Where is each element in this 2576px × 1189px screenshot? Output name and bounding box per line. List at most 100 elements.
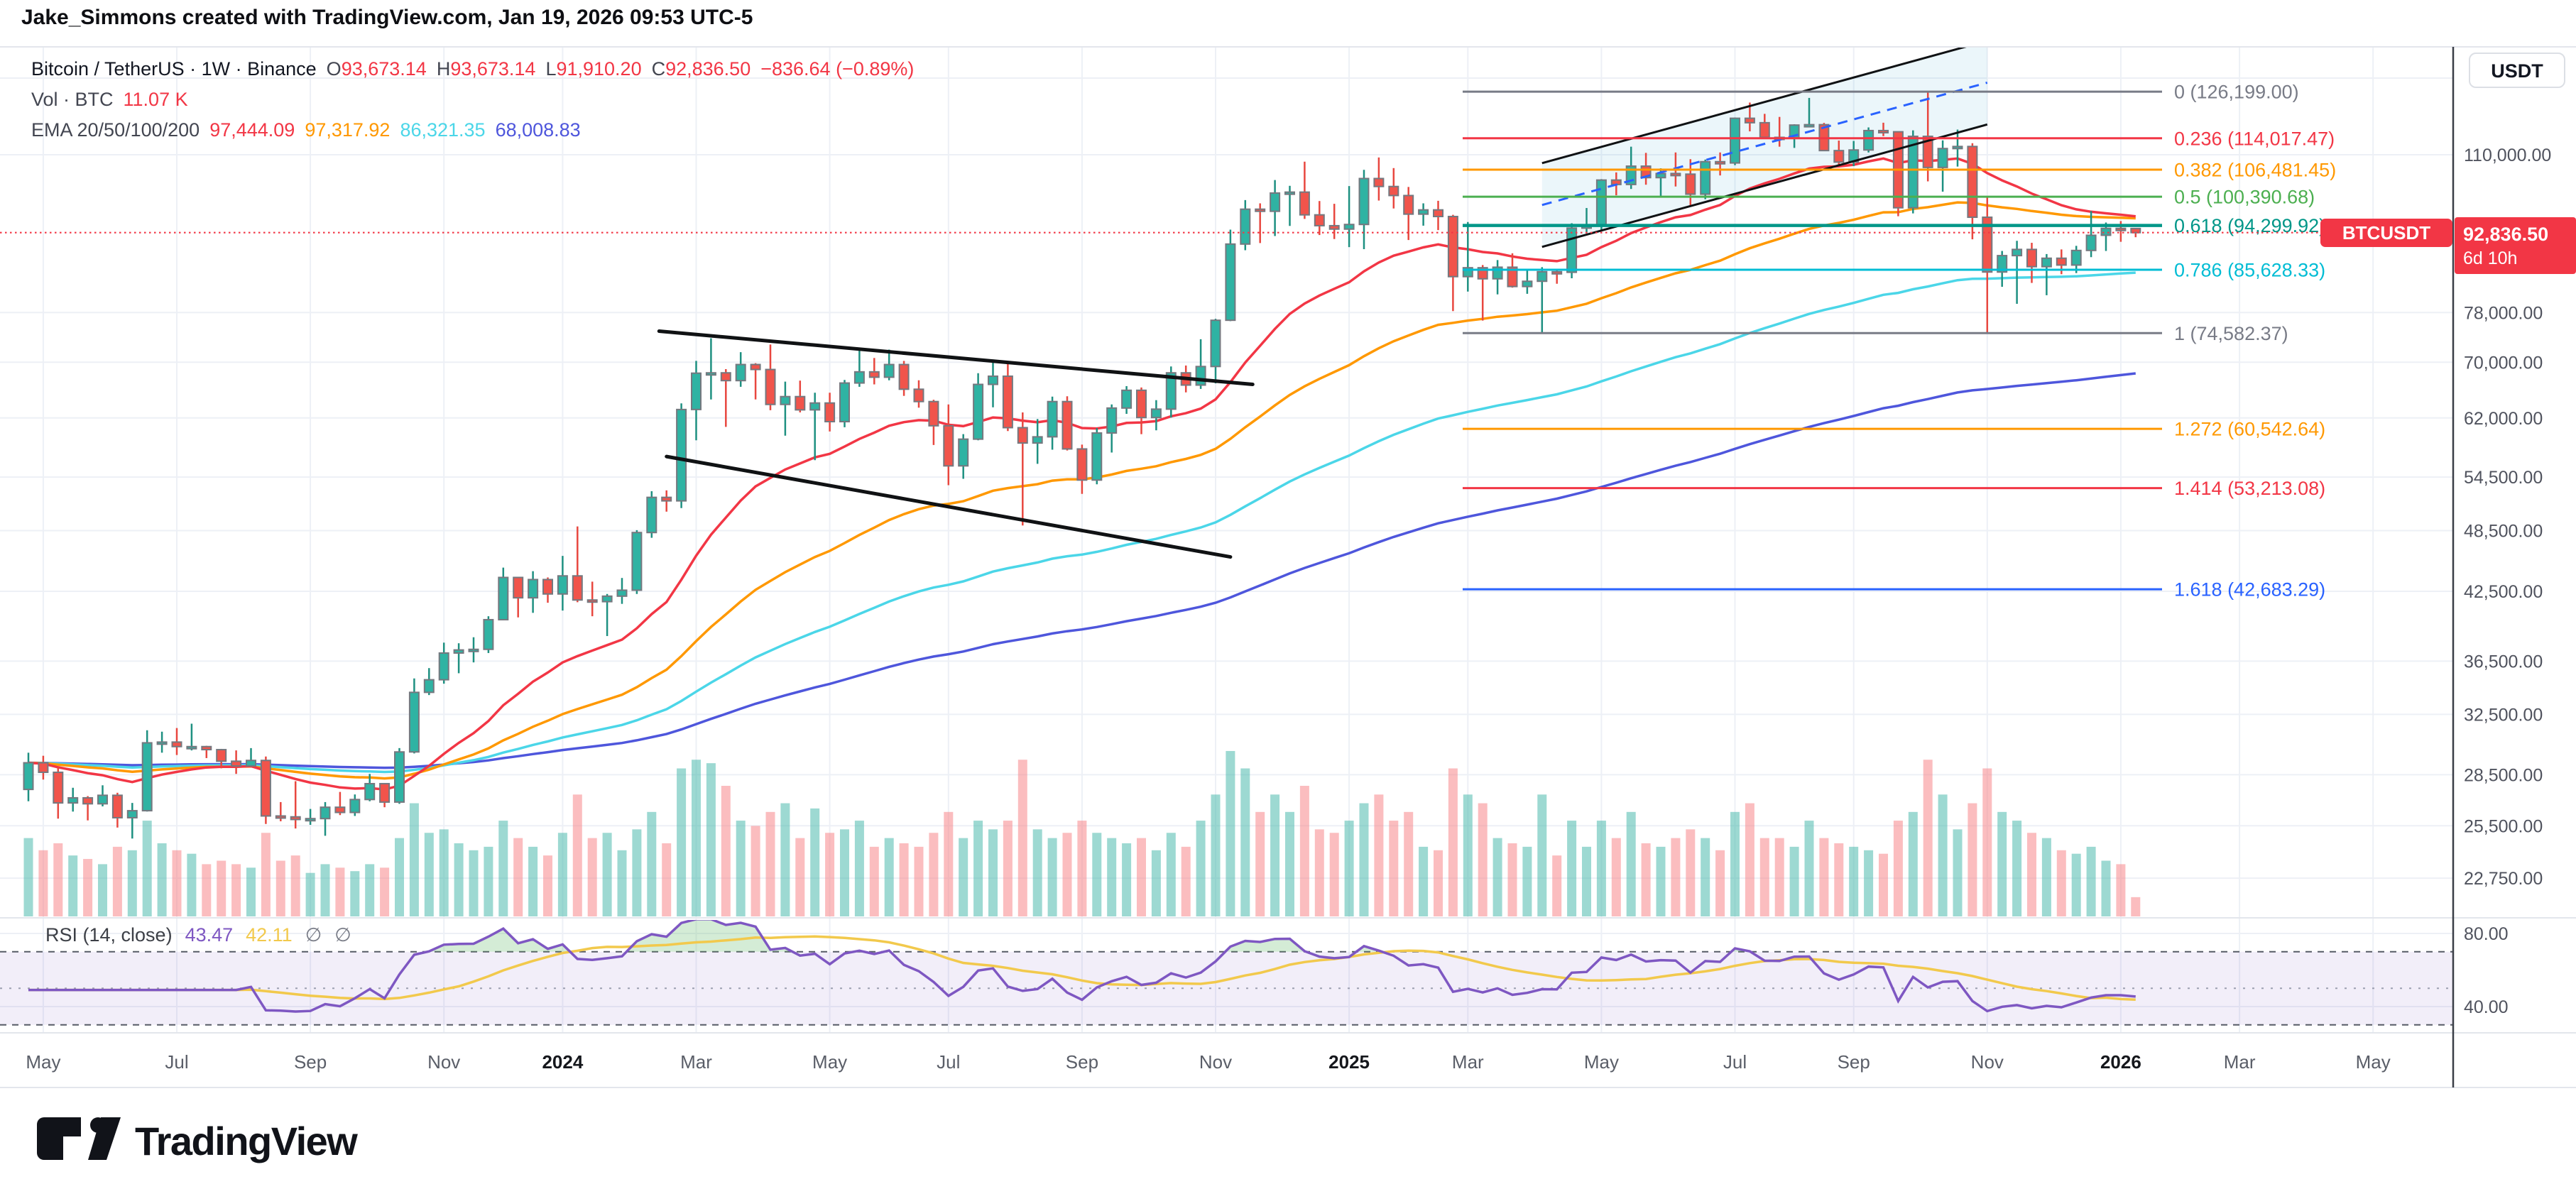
candle[interactable] [1418,203,1429,226]
volume-bar[interactable] [1819,838,1829,916]
candle[interactable] [586,581,598,617]
volume-bar[interactable] [988,829,998,916]
candle[interactable] [1136,387,1147,434]
candle[interactable] [1878,122,1889,136]
candle[interactable] [720,369,731,427]
volume-bar[interactable] [973,821,983,916]
volume-bar[interactable] [1522,846,1532,916]
candle[interactable] [38,755,49,780]
volume-bar[interactable] [1626,811,1636,916]
volume-bar[interactable] [335,867,345,916]
candle[interactable] [2130,227,2141,238]
volume-bar[interactable] [632,829,642,916]
candle[interactable] [1522,270,1533,294]
candle[interactable] [1833,141,1845,166]
volume-bar[interactable] [1344,821,1354,916]
volume-bar[interactable] [1017,760,1027,916]
volume-bar[interactable] [692,760,701,916]
candle[interactable] [1210,319,1221,384]
candle[interactable] [2026,243,2037,283]
candle[interactable] [1165,366,1177,418]
candle[interactable] [468,637,479,663]
candle[interactable] [883,349,895,380]
candle[interactable] [483,616,494,653]
candle[interactable] [231,750,242,774]
candle[interactable] [661,490,672,512]
candle[interactable] [1433,200,1443,231]
volume-bar[interactable] [1582,846,1591,916]
volume-bar[interactable] [1181,846,1191,916]
candle[interactable] [423,668,435,696]
candle[interactable] [498,567,509,620]
candle[interactable] [1892,131,1904,217]
volume-bar[interactable] [1151,850,1161,916]
volume-bar[interactable] [1032,829,1042,916]
volume-bar[interactable] [1567,821,1577,916]
volume-bar[interactable] [1552,855,1562,916]
volume-bar[interactable] [275,860,285,916]
candle[interactable] [305,809,316,826]
candle[interactable] [646,491,657,538]
volume-bar[interactable] [1923,760,1933,916]
volume-bar[interactable] [1255,811,1265,916]
candle[interactable] [171,728,182,755]
volume-bar[interactable] [677,768,687,916]
volume-bar[interactable] [53,843,63,916]
candle[interactable] [1106,404,1118,453]
volume-legend-row[interactable]: Vol · BTC 11.07 K [31,89,914,119]
volume-bar[interactable] [944,811,954,916]
candle[interactable] [246,747,256,767]
volume-bar[interactable] [1077,821,1087,916]
candle[interactable] [453,643,464,674]
ema100-line[interactable] [28,271,2136,774]
candle[interactable] [705,338,716,400]
volume-bar[interactable] [825,833,835,916]
volume-bar[interactable] [1478,803,1488,916]
candle[interactable] [2012,241,2023,304]
rsi-line[interactable] [28,919,2136,1013]
candle[interactable] [260,756,271,824]
volume-bar[interactable] [1774,838,1784,916]
candle[interactable] [2100,222,2112,251]
volume-bar[interactable] [2101,860,2111,916]
rsi-legend-row[interactable]: RSI (14, close) 43.47 42.11 ∅ ∅ [45,924,351,946]
volume-bar[interactable] [1893,821,1903,916]
volume-bar[interactable] [202,864,212,916]
candle[interactable] [379,782,391,808]
volume-bar[interactable] [305,872,315,916]
volume-bar[interactable] [736,821,746,916]
candle[interactable] [795,380,806,412]
candle[interactable] [1967,143,1978,240]
volume-bar[interactable] [1507,843,1517,916]
volume-bar[interactable] [1374,794,1384,916]
candle[interactable] [988,362,998,407]
volume-bar[interactable] [1834,843,1844,916]
candle[interactable] [1240,199,1251,251]
volume-bar[interactable] [2056,850,2066,916]
volume-bar[interactable] [662,843,672,916]
candle[interactable] [542,577,553,603]
volume-bar[interactable] [1166,833,1176,916]
candle[interactable] [528,571,539,613]
volume-bar[interactable] [1389,821,1399,916]
volume-bar[interactable] [602,833,612,916]
candle[interactable] [2085,211,2097,258]
candle[interactable] [616,578,628,604]
candle[interactable] [1744,102,1755,132]
volume-bar[interactable] [840,829,849,916]
volume-bar[interactable] [484,846,493,916]
candle[interactable] [824,393,836,432]
volume-bar[interactable] [2116,864,2126,916]
candle[interactable] [1328,204,1340,239]
candle[interactable] [1373,157,1385,201]
volume-bar[interactable] [350,871,360,916]
volume-bar[interactable] [884,838,894,916]
volume-bar[interactable] [721,786,731,916]
candle[interactable] [631,530,643,594]
candle[interactable] [1730,117,1740,165]
volume-bar[interactable] [869,846,879,916]
candle[interactable] [53,767,64,819]
volume-bar[interactable] [2086,846,2096,916]
volume-bar[interactable] [320,864,330,916]
volume-bar[interactable] [365,864,375,916]
